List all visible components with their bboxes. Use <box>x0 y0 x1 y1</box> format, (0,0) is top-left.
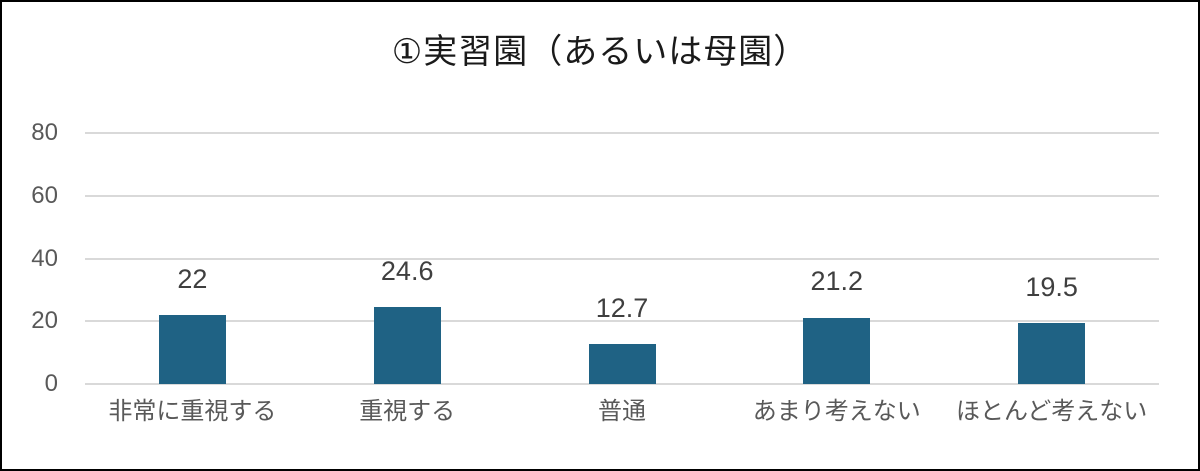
x-axis-category-label: ほとんど考えない <box>955 398 1148 425</box>
plot-area <box>85 132 1159 385</box>
bar <box>158 314 226 384</box>
bar <box>373 306 441 384</box>
y-axis-tick-label: 40 <box>31 244 58 272</box>
x-axis-category-label: 普通 <box>598 398 646 425</box>
gridline <box>85 257 1159 260</box>
x-axis-category-label: 重視する <box>359 398 456 425</box>
y-axis-tick-label: 60 <box>31 181 58 209</box>
bar-value-label: 24.6 <box>380 255 434 286</box>
y-axis-tick-label: 20 <box>31 307 58 335</box>
gridline <box>85 383 1159 385</box>
bar-value-label: 12.7 <box>595 293 649 324</box>
bar <box>803 317 871 384</box>
gridline <box>85 194 1159 197</box>
bar-value-label: 22 <box>177 263 208 294</box>
bar <box>588 344 656 384</box>
gridline <box>85 320 1159 323</box>
y-axis-tick-label: 80 <box>31 119 58 146</box>
chart-title: ①実習園（あるいは母園） <box>391 33 809 71</box>
bar-value-label: 21.2 <box>810 266 864 297</box>
y-axis-tick-label: 0 <box>44 370 58 397</box>
x-axis-category-label: あまり考えない <box>752 398 921 425</box>
bar-value-label: 19.5 <box>1025 271 1078 302</box>
bar <box>1018 322 1086 384</box>
x-axis-category-label: 非常に重視する <box>108 398 277 425</box>
gridline <box>85 132 1159 134</box>
